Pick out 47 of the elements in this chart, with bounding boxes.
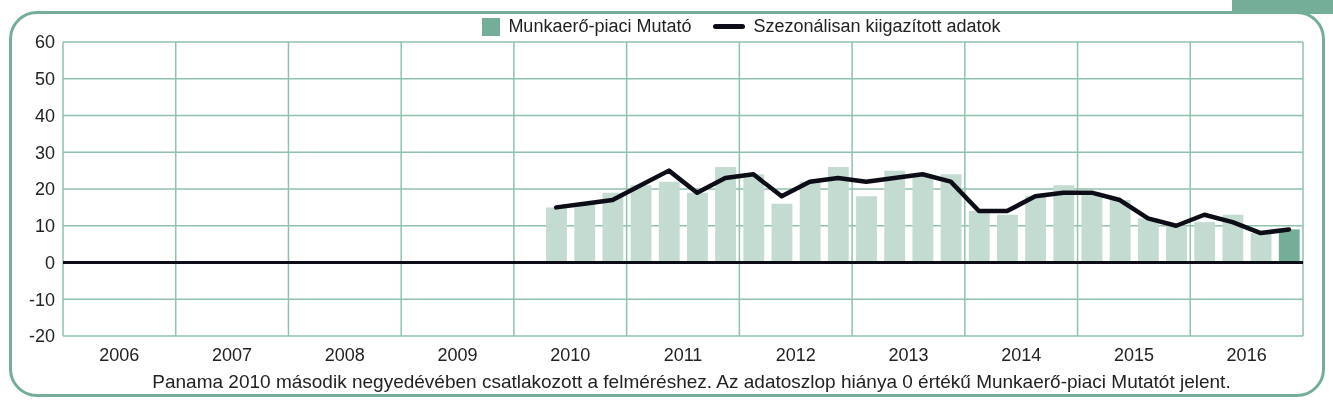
x-tick-label: 2010 — [550, 344, 591, 365]
bar — [658, 181, 680, 263]
bar — [546, 207, 567, 263]
line-series — [553, 168, 1292, 236]
y-tick-label: 10 — [34, 216, 55, 237]
x-tick-label: 2011 — [663, 344, 703, 365]
y-tick-label: -10 — [28, 289, 55, 310]
x-tick-label: 2015 — [1113, 344, 1154, 365]
y-tick-label: 50 — [34, 69, 55, 90]
bar — [743, 174, 765, 263]
legend-label: Szezonálisan kiigazított adatok — [753, 16, 1001, 37]
bar — [1137, 218, 1159, 263]
y-tick-label: 40 — [34, 105, 55, 126]
bar — [574, 203, 596, 263]
bar — [884, 170, 906, 263]
bar — [1081, 192, 1103, 263]
bar — [1025, 196, 1047, 263]
bar — [602, 192, 624, 263]
y-tick-label: 0 — [44, 252, 55, 273]
x-tick-label: 2016 — [1226, 344, 1267, 365]
text: Panama 2010 második negyedévében csatlakozott a felméréshez. Az adatoszlop hiánya 0 értékű Munkaerő-piaci Mutatót jelent. — [151, 371, 1232, 393]
bar — [630, 185, 652, 263]
bar — [687, 192, 708, 263]
bar — [1109, 200, 1131, 263]
x-tick-label: 2013 — [888, 344, 929, 365]
bar — [856, 196, 877, 263]
y-tick-label: -20 — [28, 326, 55, 347]
y-tick-label: 60 — [34, 32, 55, 53]
bar — [1166, 225, 1187, 263]
bar — [1194, 222, 1216, 263]
y-tick-label: 20 — [34, 179, 55, 200]
bar — [771, 203, 793, 263]
bar — [968, 211, 990, 263]
bar — [912, 174, 934, 263]
y-tick-label: 30 — [34, 142, 55, 163]
x-tick-label: 2006 — [99, 344, 140, 365]
x-tick-label: 2007 — [212, 344, 253, 365]
bar — [1053, 185, 1075, 263]
bar — [715, 166, 737, 263]
legend-label: Munkaerő-piaci Mutató — [508, 16, 692, 37]
x-tick-label: 2009 — [437, 344, 478, 365]
x-tick-label: 2014 — [1001, 344, 1042, 365]
bar — [799, 181, 821, 263]
bar — [827, 166, 849, 263]
x-tick-label: 2012 — [775, 344, 816, 365]
x-tick-label: 2008 — [324, 344, 365, 365]
bar — [997, 214, 1018, 263]
